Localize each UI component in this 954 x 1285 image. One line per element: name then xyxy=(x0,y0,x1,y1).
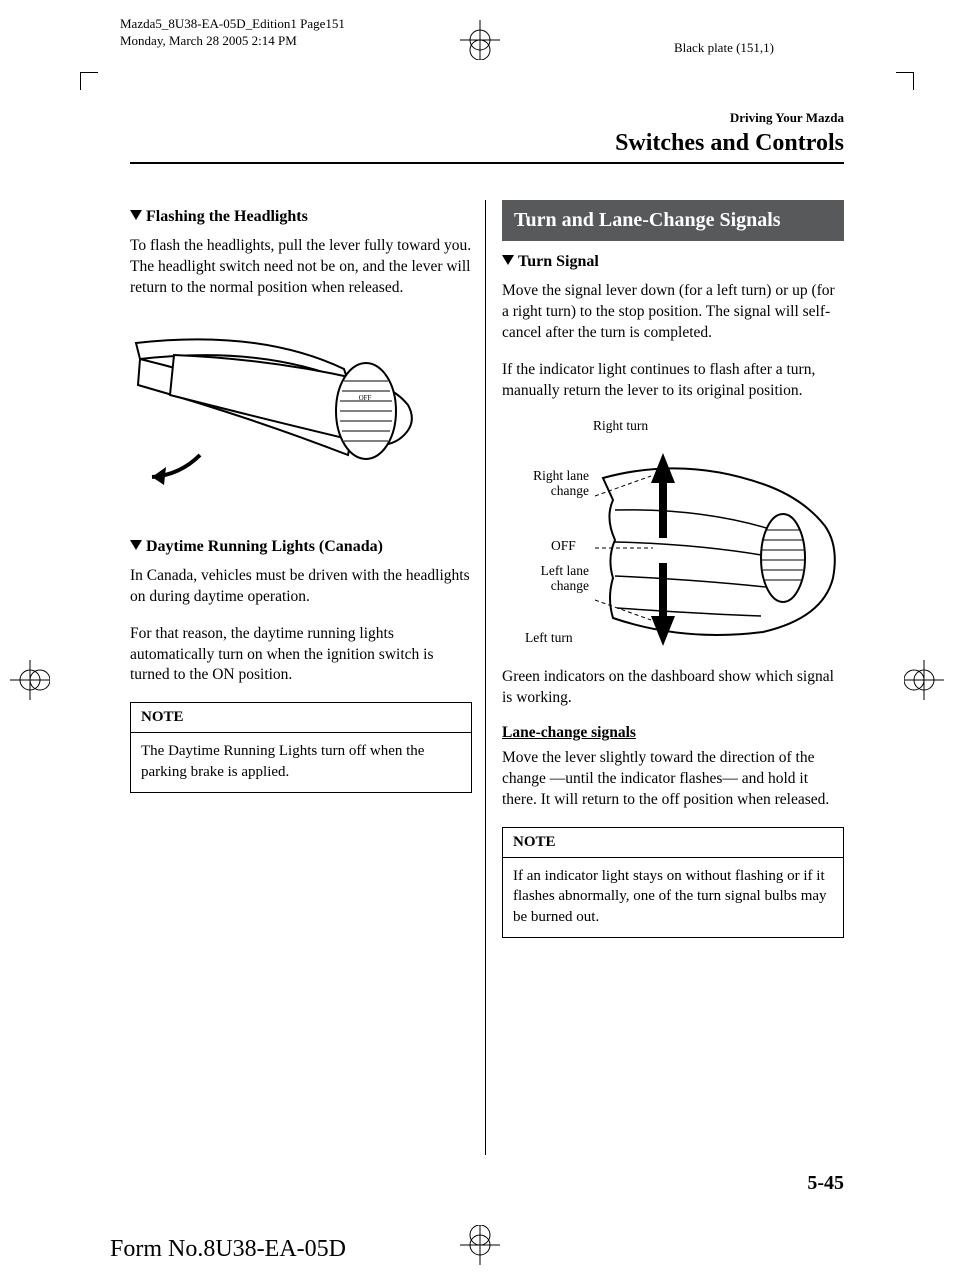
turn-signal-illustration: Right turn Right lane change OFF Left la… xyxy=(503,418,843,653)
triangle-icon xyxy=(502,255,514,265)
label-off: OFF xyxy=(551,538,576,554)
turn-signal-heading: Turn Signal xyxy=(502,253,844,271)
turn-signal-p1: Move the signal lever down (for a left t… xyxy=(502,281,844,344)
doc-id-line1: Mazda5_8U38-EA-05D_Edition1 Page151 xyxy=(120,16,345,33)
lane-change-subheading: Lane-change signals xyxy=(502,724,844,742)
drl-note-box: NOTE The Daytime Running Lights turn off… xyxy=(130,702,472,793)
turn-signal-note-box: NOTE If an indicator light stays on with… xyxy=(502,827,844,938)
drl-heading: Daytime Running Lights (Canada) xyxy=(130,538,472,556)
note-title: NOTE xyxy=(503,828,843,858)
form-number: Form No.8U38-EA-05D xyxy=(110,1236,346,1263)
drl-body-1: In Canada, vehicles must be driven with … xyxy=(130,566,472,608)
turn-signal-p2: If the indicator light continues to flas… xyxy=(502,360,844,402)
triangle-icon xyxy=(130,210,142,220)
content-area: Flashing the Headlights To flash the hea… xyxy=(130,200,844,954)
crop-mark-top-left xyxy=(80,72,105,97)
note-body: If an indicator light stays on without f… xyxy=(503,858,843,937)
heading-text: Turn Signal xyxy=(518,253,599,270)
super-title: Driving Your Mazda xyxy=(615,110,844,126)
heading-text: Daytime Running Lights (Canada) xyxy=(146,538,383,555)
crop-mark-top-right xyxy=(889,72,914,97)
label-right-lane: Right lane change xyxy=(511,468,589,499)
green-indicators-text: Green indicators on the dashboard show w… xyxy=(502,667,844,709)
header-doc-info: Mazda5_8U38-EA-05D_Edition1 Page151 Mond… xyxy=(120,16,345,50)
page-header: Driving Your Mazda Switches and Controls xyxy=(615,110,844,157)
doc-id-line2: Monday, March 28 2005 2:14 PM xyxy=(120,33,345,50)
flashing-headlights-heading: Flashing the Headlights xyxy=(130,208,472,226)
title-rule xyxy=(130,162,844,164)
note-title: NOTE xyxy=(131,703,471,733)
registration-mark-bottom xyxy=(460,1225,500,1265)
headlight-lever-illustration: OFF xyxy=(130,325,430,495)
triangle-icon xyxy=(130,540,142,550)
registration-mark-left xyxy=(10,660,50,700)
note-body: The Daytime Running Lights turn off when… xyxy=(131,733,471,792)
section-title-box: Turn and Lane-Change Signals xyxy=(502,200,844,241)
label-right-turn: Right turn xyxy=(593,418,648,434)
drl-body-2: For that reason, the daytime running lig… xyxy=(130,624,472,687)
label-left-lane: Left lane change xyxy=(517,563,589,594)
heading-text: Flashing the Headlights xyxy=(146,208,308,225)
flashing-headlights-body: To flash the headlights, pull the lever … xyxy=(130,236,472,299)
black-plate-label: Black plate (151,1) xyxy=(674,40,774,56)
lane-change-body: Move the lever slightly toward the direc… xyxy=(502,748,844,811)
label-left-turn: Left turn xyxy=(525,630,573,646)
right-column: Turn and Lane-Change Signals Turn Signal… xyxy=(502,200,844,954)
registration-mark-top xyxy=(460,20,500,60)
page-number: 5-45 xyxy=(807,1172,844,1195)
svg-text:OFF: OFF xyxy=(359,394,372,402)
left-column: Flashing the Headlights To flash the hea… xyxy=(130,200,472,954)
main-title: Switches and Controls xyxy=(615,130,844,157)
registration-mark-right xyxy=(904,660,944,700)
